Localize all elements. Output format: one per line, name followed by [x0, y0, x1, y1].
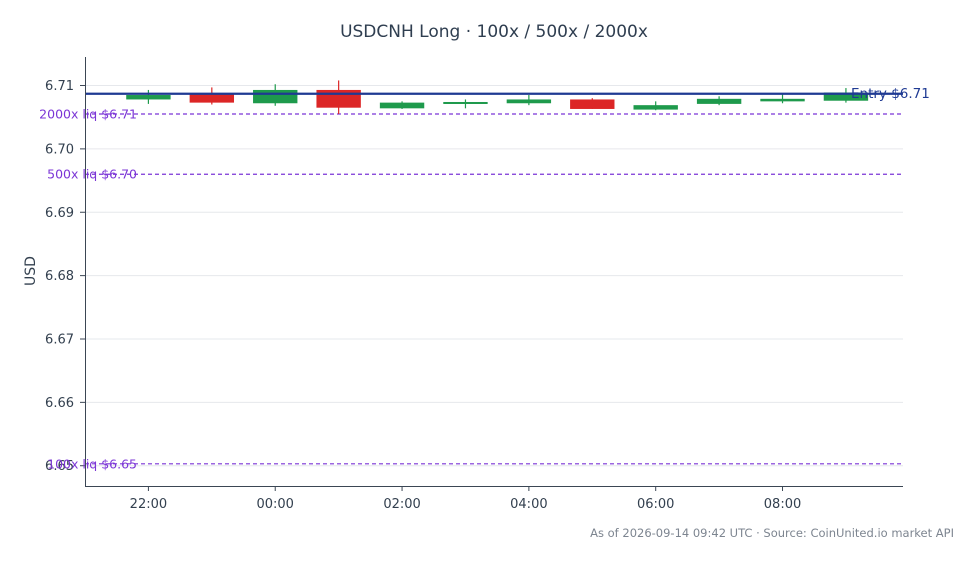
liquidation-label: 100x liq $6.65 — [47, 456, 137, 471]
chart-footer: As of 2026-09-14 09:42 UTC · Source: Coi… — [590, 526, 954, 540]
candle-up — [506, 99, 552, 104]
y-tick-label: 6.65 — [45, 459, 74, 474]
y-tick-label: 6.69 — [45, 206, 74, 221]
x-tick-label: 08:00 — [764, 497, 801, 512]
x-tick-label: 06:00 — [637, 497, 674, 512]
y-tick-label: 6.66 — [45, 396, 74, 411]
chart-title: USDCNH Long · 100x / 500x / 2000x — [340, 22, 648, 42]
y-tick-label: 6.70 — [45, 142, 74, 157]
y-axis-ticks: 6.65 6.66 6.67 6.68 6.69 6.70 6.71 — [45, 79, 85, 474]
candle-down — [570, 99, 615, 109]
x-tick-label: 04:00 — [510, 497, 547, 512]
x-tick-label: 02:00 — [383, 497, 420, 512]
entry-label: Entry $6.71 — [851, 86, 930, 102]
candle-up — [253, 89, 298, 104]
candle-down — [316, 89, 361, 108]
candle-up — [760, 98, 805, 102]
liquidation-lines — [85, 113, 903, 465]
y-tick-label: 6.67 — [45, 332, 74, 347]
x-tick-label: 22:00 — [130, 497, 167, 512]
liquidation-label: 2000x liq $6.71 — [39, 107, 137, 122]
liquidation-label: 500x liq $6.70 — [47, 167, 137, 182]
candle-up — [823, 92, 869, 101]
gridlines — [85, 85, 903, 467]
candle-up — [379, 102, 425, 109]
y-axis-label: USD — [23, 256, 39, 286]
candle-up — [443, 101, 488, 104]
x-axis-ticks: 22:00 00:00 02:00 04:00 06:00 08:00 — [130, 486, 801, 512]
candle-up — [696, 98, 742, 104]
entry-line-group: Entry $6.71 — [85, 86, 930, 102]
y-tick-label: 6.71 — [45, 79, 74, 94]
candle-up — [633, 105, 678, 110]
liquidation-labels: 2000x liq $6.71 500x liq $6.70 100x liq $6… — [39, 107, 137, 472]
x-tick-label: 00:00 — [256, 497, 293, 512]
y-tick-label: 6.68 — [45, 269, 74, 284]
candles — [126, 80, 869, 115]
candle-down — [189, 93, 235, 103]
candle-up — [126, 95, 171, 100]
